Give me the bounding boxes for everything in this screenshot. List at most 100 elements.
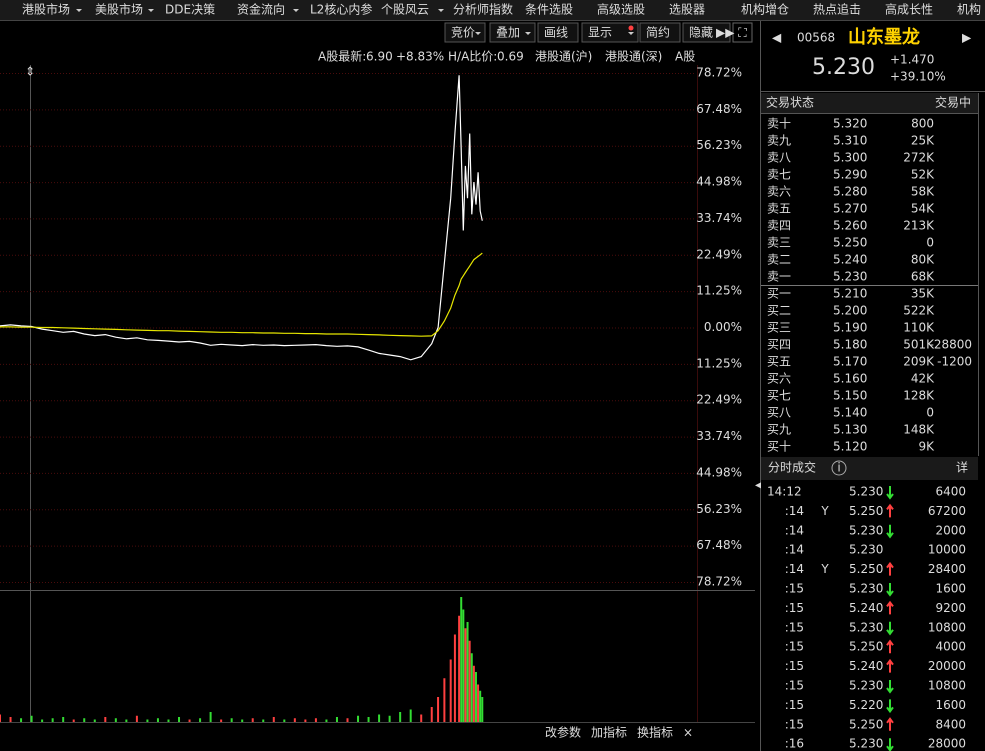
trades-title: 分时成交 bbox=[768, 460, 816, 475]
toolbar-button[interactable] bbox=[682, 22, 731, 43]
menu-item[interactable]: 资金流向 bbox=[237, 2, 285, 17]
trade-arrow bbox=[886, 600, 894, 615]
menu-item[interactable]: 机构 bbox=[957, 2, 981, 17]
bottom-button[interactable]: 换指标 bbox=[637, 725, 673, 740]
toolbar-arrow[interactable] bbox=[628, 32, 634, 35]
menu-arrow[interactable] bbox=[293, 9, 299, 12]
trades-header-bar bbox=[761, 457, 978, 480]
toolbar-button[interactable] bbox=[581, 22, 639, 43]
bottom-button[interactable]: 加指标 bbox=[591, 725, 627, 740]
volume-bar bbox=[481, 697, 484, 722]
fullscreen-button[interactable] bbox=[732, 22, 753, 43]
next-stock[interactable]: ▶ bbox=[962, 31, 972, 45]
menu-item[interactable]: 港股市场 bbox=[22, 2, 70, 17]
volume-bar bbox=[443, 678, 446, 722]
info-link[interactable]: 港股通(沪) bbox=[535, 50, 592, 64]
volume-bar bbox=[125, 719, 128, 722]
toolbar-label[interactable]: 画线 bbox=[544, 26, 568, 40]
menu-arrow[interactable] bbox=[438, 9, 444, 12]
toolbar-label[interactable]: 隐藏 bbox=[689, 26, 713, 40]
info-icon-glyph[interactable]: i bbox=[837, 461, 840, 475]
book-change: -28800 bbox=[929, 338, 972, 352]
trade-arrow bbox=[886, 524, 894, 539]
menu-item[interactable]: 热点追击 bbox=[813, 2, 861, 17]
book-label: 卖七 bbox=[767, 168, 791, 182]
volume-bar bbox=[458, 615, 461, 722]
prev-stock[interactable]: ◀ bbox=[772, 31, 782, 45]
info-icon[interactable] bbox=[831, 460, 847, 476]
book-volume: 25K bbox=[911, 134, 935, 148]
book-volume: 42K bbox=[911, 372, 935, 386]
menu-item[interactable]: 选股器 bbox=[669, 3, 705, 17]
trades-detail[interactable]: 详 bbox=[956, 460, 968, 475]
trade-price: 5.240 bbox=[849, 601, 883, 615]
volume-bar bbox=[83, 718, 86, 722]
book-label: 卖一 bbox=[767, 270, 791, 284]
menu-item[interactable]: 美股市场 bbox=[95, 2, 143, 17]
menu-item[interactable]: L2核心内参 bbox=[310, 2, 372, 17]
book-label: 买八 bbox=[767, 406, 791, 420]
book-volume: 128K bbox=[903, 389, 935, 403]
menu-item[interactable]: 分析师指数 bbox=[453, 2, 513, 17]
volume-bar bbox=[479, 690, 482, 722]
bottom-button[interactable]: 改参数 bbox=[545, 725, 581, 740]
info-link[interactable]: A股 bbox=[675, 50, 695, 64]
info-link[interactable]: 港股通(深) bbox=[605, 50, 662, 64]
book-label: 买四 bbox=[767, 338, 791, 352]
book-price: 5.120 bbox=[833, 440, 867, 454]
menu-arrow[interactable] bbox=[148, 9, 154, 12]
toolbar-button[interactable] bbox=[444, 22, 486, 43]
book-price: 5.140 bbox=[833, 406, 867, 420]
menu-item[interactable]: 高成长性 bbox=[885, 2, 933, 17]
trade-price: 5.250 bbox=[849, 504, 883, 518]
book-price: 5.260 bbox=[833, 219, 867, 233]
collapse-handle[interactable]: ◂ bbox=[755, 478, 761, 492]
trade-time: :15 bbox=[785, 601, 804, 615]
trade-time: :14 bbox=[785, 562, 804, 576]
book-volume: 522K bbox=[903, 304, 935, 318]
trade-volume: 28400 bbox=[928, 562, 966, 576]
trade-flag: Y bbox=[820, 562, 829, 576]
volume-bar bbox=[437, 697, 440, 722]
menu-item[interactable]: 高级选股 bbox=[597, 2, 645, 17]
y-tick-label: 22.49% bbox=[696, 247, 742, 261]
y-tick-label: 44.98% bbox=[696, 465, 742, 479]
book-price: 5.200 bbox=[833, 304, 867, 318]
close-button[interactable]: × bbox=[683, 726, 693, 740]
volume-bar bbox=[293, 718, 296, 722]
menu-item[interactable]: 个股风云 bbox=[381, 3, 429, 17]
toolbar-button[interactable] bbox=[639, 22, 681, 43]
volume-bar bbox=[230, 718, 233, 722]
menu-item[interactable]: 条件选股 bbox=[525, 3, 573, 17]
book-volume: 68K bbox=[911, 270, 935, 284]
book-label: 卖二 bbox=[767, 253, 791, 267]
toolbar-label[interactable]: 简约 bbox=[646, 25, 670, 40]
toolbar-button[interactable] bbox=[537, 22, 579, 43]
toolbar-button[interactable] bbox=[489, 22, 536, 43]
menu-item[interactable]: DDE决策 bbox=[165, 3, 215, 17]
trade-price: 5.250 bbox=[849, 562, 883, 576]
book-volume: 54K bbox=[911, 202, 935, 216]
volume-bar bbox=[72, 719, 75, 722]
volume-bar bbox=[51, 718, 54, 722]
book-label: 卖四 bbox=[767, 219, 791, 233]
menu-arrow[interactable] bbox=[76, 9, 82, 12]
toolbar-arrow[interactable] bbox=[525, 32, 531, 35]
book-price: 5.240 bbox=[833, 253, 867, 267]
a-share-price: 6.90 bbox=[366, 50, 393, 64]
fullscreen-icon[interactable]: ⛶ bbox=[737, 26, 747, 40]
volume-bar bbox=[209, 712, 212, 722]
toolbar-label[interactable]: 竞价 bbox=[451, 26, 475, 40]
toolbar-label[interactable]: 显示 bbox=[588, 26, 612, 40]
trade-price: 5.230 bbox=[849, 737, 883, 751]
menu-item[interactable]: 机构增仓 bbox=[741, 2, 789, 17]
volume-bar bbox=[346, 718, 349, 722]
toolbar-arrow[interactable] bbox=[475, 32, 481, 35]
toolbar-arrows[interactable]: ▶▶ bbox=[716, 26, 735, 40]
trade-volume: 6400 bbox=[935, 485, 966, 499]
menu-bar bbox=[0, 0, 985, 20]
volume-bar bbox=[20, 718, 23, 722]
toolbar-label[interactable]: 叠加 bbox=[496, 26, 520, 40]
book-volume: 800 bbox=[911, 117, 934, 131]
